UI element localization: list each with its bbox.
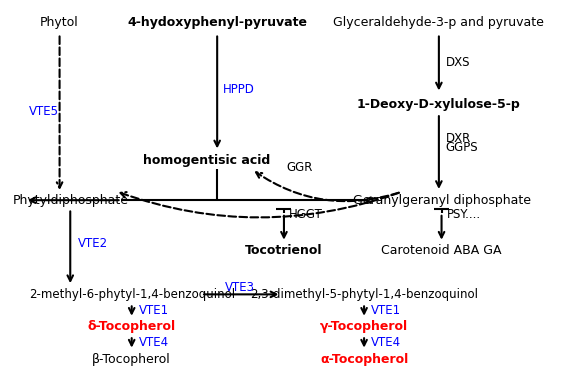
Text: HGGT: HGGT <box>289 208 323 221</box>
Text: VTE2: VTE2 <box>78 237 108 250</box>
Text: DXR: DXR <box>446 132 471 145</box>
Text: VTE4: VTE4 <box>371 336 401 349</box>
Text: Carotenoid ABA GA: Carotenoid ABA GA <box>381 245 502 258</box>
Text: 2,3-dimethyl-5-phytyl-1,4-benzoquinol: 2,3-dimethyl-5-phytyl-1,4-benzoquinol <box>250 288 478 301</box>
Text: homogentisic acid: homogentisic acid <box>143 154 270 167</box>
Text: VTE5: VTE5 <box>28 105 58 118</box>
Text: α-Tocopherol: α-Tocopherol <box>320 353 408 366</box>
Text: δ-Tocopherol: δ-Tocopherol <box>88 320 176 333</box>
Text: PSY....: PSY.... <box>447 208 481 221</box>
Text: Glyceraldehyde-3-p and pyruvate: Glyceraldehyde-3-p and pyruvate <box>333 16 544 29</box>
Text: 2-methyl-6-phytyl-1,4-benzoquinol: 2-methyl-6-phytyl-1,4-benzoquinol <box>28 288 235 301</box>
Text: β-Tocopherol: β-Tocopherol <box>92 353 171 366</box>
Text: VTE1: VTE1 <box>139 304 169 317</box>
Text: VTE4: VTE4 <box>139 336 169 349</box>
Text: γ-Tocopherol: γ-Tocopherol <box>320 320 408 333</box>
Text: DXS: DXS <box>446 56 470 69</box>
Text: VTE3: VTE3 <box>225 281 255 295</box>
Text: HPPD: HPPD <box>222 83 255 96</box>
Text: Phytol: Phytol <box>40 16 79 29</box>
Text: Tocotrienol: Tocotrienol <box>245 245 323 258</box>
Text: 4-hydoxyphenyl-pyruvate: 4-hydoxyphenyl-pyruvate <box>127 16 307 29</box>
Text: Geranylgeranyl diphosphate: Geranylgeranyl diphosphate <box>353 194 531 207</box>
Text: GGPS: GGPS <box>446 141 479 154</box>
Text: 1-Deoxy-D-xylulose-5-p: 1-Deoxy-D-xylulose-5-p <box>357 98 521 111</box>
Text: GGR: GGR <box>287 161 313 174</box>
Text: VTE1: VTE1 <box>371 304 401 317</box>
Text: Phytyldiphosphate: Phytyldiphosphate <box>12 194 128 207</box>
